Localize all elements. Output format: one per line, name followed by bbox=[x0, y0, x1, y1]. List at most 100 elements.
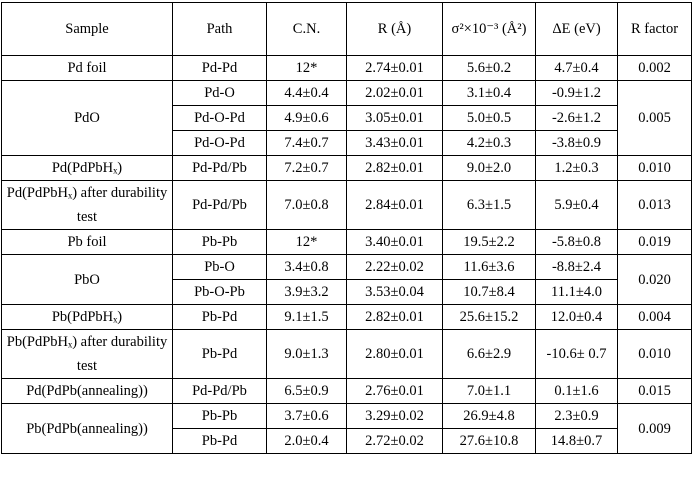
sample-cell: Pb(PdPbHₓ) bbox=[1, 304, 173, 330]
table-row: Pd-O-Pd 7.4±0.7 3.43±0.01 4.2±0.3 -3.8±0.9 bbox=[2, 130, 692, 156]
sample-cell: PbO bbox=[1, 254, 173, 305]
header-sigma2: σ²×10⁻³ (Å²) bbox=[442, 2, 536, 56]
r-factor-cell: 0.010 bbox=[617, 155, 692, 181]
sample-cell: Pd(PdPbHₓ) after durability test bbox=[1, 180, 173, 230]
sigma2-cell: 9.0±2.0 bbox=[442, 155, 536, 181]
cn-cell: 7.4±0.7 bbox=[266, 130, 347, 156]
path-cell: Pd-Pd/Pb bbox=[172, 155, 267, 181]
path-cell: Pb-Pb bbox=[172, 229, 267, 255]
path-cell: Pb-Pd bbox=[172, 329, 267, 379]
r-cell: 2.74±0.01 bbox=[346, 55, 443, 81]
table-row: PbO Pb-O 3.4±0.8 2.22±0.02 11.6±3.6 -8.8±2.4 0… bbox=[1, 254, 692, 305]
delta-e-cell: -8.8±2.4 bbox=[535, 254, 618, 280]
r-cell: 3.53±0.04 bbox=[346, 279, 443, 305]
cn-cell: 9.1±1.5 bbox=[266, 304, 347, 330]
path-cell: Pd-O bbox=[172, 80, 267, 106]
cn-cell: 2.0±0.4 bbox=[266, 428, 347, 454]
header-r-factor: R factor bbox=[617, 2, 692, 56]
path-cell: Pb-Pd bbox=[172, 428, 267, 454]
sigma2-cell: 25.6±15.2 bbox=[442, 304, 536, 330]
delta-e-cell: 12.0±0.4 bbox=[535, 304, 618, 330]
table-row: Pb-Pd 2.0±0.4 2.72±0.02 27.6±10.8 14.8±0.7 bbox=[2, 428, 692, 454]
cn-cell: 3.9±3.2 bbox=[266, 279, 347, 305]
table-row: Pd-O-Pd 4.9±0.6 3.05±0.01 5.0±0.5 -2.6±1.2 bbox=[2, 105, 692, 131]
path-cell: Pb-O bbox=[172, 254, 267, 280]
path-cell: Pb-Pb bbox=[172, 403, 267, 429]
sample-cell: PdO bbox=[1, 80, 173, 156]
path-cell: Pd-O-Pd bbox=[172, 105, 267, 131]
path-cell: Pb-Pd bbox=[172, 304, 267, 330]
cn-cell: 3.4±0.8 bbox=[266, 254, 347, 280]
delta-e-cell: -5.8±0.8 bbox=[535, 229, 618, 255]
exafs-fitting-table: Sample Path C.N. R (Å) σ²×10⁻³ (Å²) ΔE (… bbox=[1, 2, 692, 454]
r-cell: 2.80±0.01 bbox=[346, 329, 443, 379]
sigma2-cell: 6.3±1.5 bbox=[442, 180, 536, 230]
table-row: Pb(PdPbHₓ) after durability test Pb-Pd 9.0… bbox=[1, 329, 692, 379]
table-body: Sample Path C.N. R (Å) σ²×10⁻³ (Å²) ΔE (… bbox=[1, 2, 692, 454]
table-row: Pd(PdPbHₓ) Pd-Pd/Pb 7.2±0.7 2.82±0.01 9.0±2.… bbox=[1, 155, 692, 181]
r-cell: 2.84±0.01 bbox=[346, 180, 443, 230]
r-factor-cell: 0.019 bbox=[617, 229, 692, 255]
sample-cell: Pb foil bbox=[1, 229, 173, 255]
table-row: Pb foil Pb-Pb 12* 3.40±0.01 19.5±2.2 -5.8±0.8… bbox=[1, 229, 692, 255]
path-cell: Pd-O-Pd bbox=[172, 130, 267, 156]
sigma2-cell: 7.0±1.1 bbox=[442, 378, 536, 404]
header-path: Path bbox=[172, 2, 267, 56]
sample-cell: Pb(PdPb(annealing)) bbox=[1, 403, 173, 454]
table-row: PdO Pd-O 4.4±0.4 2.02±0.01 3.1±0.4 -0.9±1.2 0.… bbox=[1, 80, 692, 156]
delta-e-cell: 4.7±0.4 bbox=[535, 55, 618, 81]
r-factor-cell: 0.015 bbox=[617, 378, 692, 404]
delta-e-cell: -2.6±1.2 bbox=[535, 105, 618, 131]
delta-e-cell: 1.2±0.3 bbox=[535, 155, 618, 181]
sigma2-cell: 4.2±0.3 bbox=[442, 130, 536, 156]
table-row: Pb-O-Pb 3.9±3.2 3.53±0.04 10.7±8.4 11.1±4.0 bbox=[2, 279, 692, 305]
table-row: Pb(PdPb(annealing)) Pb-Pb 3.7±0.6 3.29±0.02… bbox=[1, 403, 692, 454]
cn-cell: 9.0±1.3 bbox=[266, 329, 347, 379]
delta-e-cell: 2.3±0.9 bbox=[535, 403, 618, 429]
table-row: Pb(PdPbHₓ) Pb-Pd 9.1±1.5 2.82±0.01 25.6±15.2… bbox=[1, 304, 692, 330]
header-r: R (Å) bbox=[346, 2, 443, 56]
sample-cell: Pb(PdPbHₓ) after durability test bbox=[1, 329, 173, 379]
r-cell: 3.43±0.01 bbox=[346, 130, 443, 156]
delta-e-cell: -3.8±0.9 bbox=[535, 130, 618, 156]
sample-cell: Pd(PdPb(annealing)) bbox=[1, 378, 173, 404]
r-factor-cell: 0.009 bbox=[617, 403, 692, 454]
sigma2-cell: 10.7±8.4 bbox=[442, 279, 536, 305]
r-factor-cell: 0.013 bbox=[617, 180, 692, 230]
path-cell: Pb-O-Pb bbox=[172, 279, 267, 305]
cn-cell: 4.4±0.4 bbox=[266, 80, 347, 106]
r-cell: 3.05±0.01 bbox=[346, 105, 443, 131]
sigma2-cell: 3.1±0.4 bbox=[442, 80, 536, 106]
r-factor-cell: 0.004 bbox=[617, 304, 692, 330]
sigma2-cell: 19.5±2.2 bbox=[442, 229, 536, 255]
header-cn: C.N. bbox=[266, 2, 347, 56]
r-factor-cell: 0.005 bbox=[617, 80, 692, 156]
sigma2-cell: 5.6±0.2 bbox=[442, 55, 536, 81]
r-cell: 3.40±0.01 bbox=[346, 229, 443, 255]
delta-e-cell: 14.8±0.7 bbox=[535, 428, 618, 454]
r-factor-cell: 0.002 bbox=[617, 55, 692, 81]
table-row: Pd(PdPb(annealing)) Pd-Pd/Pb 6.5±0.9 2.76±0… bbox=[1, 378, 692, 404]
header-delta-e: ΔE (eV) bbox=[535, 2, 618, 56]
cn-cell: 6.5±0.9 bbox=[266, 378, 347, 404]
r-cell: 2.82±0.01 bbox=[346, 155, 443, 181]
sigma2-cell: 11.6±3.6 bbox=[442, 254, 536, 280]
delta-e-cell: 5.9±0.4 bbox=[535, 180, 618, 230]
sample-cell: Pd foil bbox=[1, 55, 173, 81]
r-cell: 3.29±0.02 bbox=[346, 403, 443, 429]
sigma2-cell: 5.0±0.5 bbox=[442, 105, 536, 131]
r-cell: 2.22±0.02 bbox=[346, 254, 443, 280]
delta-e-cell: -0.9±1.2 bbox=[535, 80, 618, 106]
r-cell: 2.76±0.01 bbox=[346, 378, 443, 404]
header-row: Sample Path C.N. R (Å) σ²×10⁻³ (Å²) ΔE (… bbox=[1, 2, 692, 56]
sigma2-cell: 6.6±2.9 bbox=[442, 329, 536, 379]
cn-cell: 7.2±0.7 bbox=[266, 155, 347, 181]
path-cell: Pd-Pd/Pb bbox=[172, 378, 267, 404]
r-cell: 2.02±0.01 bbox=[346, 80, 443, 106]
sigma2-cell: 26.9±4.8 bbox=[442, 403, 536, 429]
table-row: Pd foil Pd-Pd 12* 2.74±0.01 5.6±0.2 4.7±0.4 0.… bbox=[1, 55, 692, 81]
cn-cell: 12* bbox=[266, 229, 347, 255]
cn-cell: 4.9±0.6 bbox=[266, 105, 347, 131]
sample-cell: Pd(PdPbHₓ) bbox=[1, 155, 173, 181]
delta-e-cell: -10.6± 0.7 bbox=[535, 329, 618, 379]
